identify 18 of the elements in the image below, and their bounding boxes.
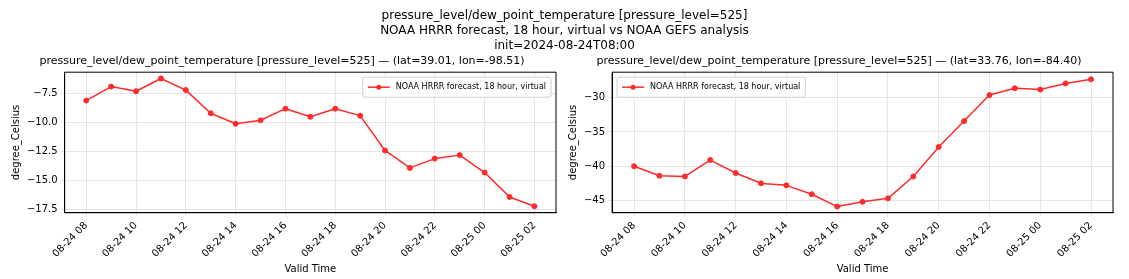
y-tick-label: −10.0: [26, 116, 58, 128]
text: pressure_level/dew_point_temperature [pressure_level=525] NOAA HRRR forecast, 18 hour, virtual vs NOAA GEFS analysis init=2024-08-24T08:00: [379, 8, 750, 53]
x-axis-title: Valid Time: [836, 262, 889, 274]
y-axis-title: degree_Celsius: [566, 104, 579, 181]
y-tick-label: −35: [583, 125, 606, 137]
y-tick-label: −45: [583, 194, 606, 205]
y-tick-label: −40: [583, 159, 606, 171]
y-tick-label: −30: [583, 91, 606, 103]
y-tick-label: −7.5: [33, 87, 58, 99]
y-tick-label: −15.0: [26, 174, 58, 186]
y-axis-title: degree_Celsius: [9, 104, 22, 181]
y-tick-label: −17.5: [26, 203, 58, 215]
legend-label: NOAA HRRR forecast, 18 hour, virtual: [650, 82, 801, 92]
x-axis-title: Valid Time: [284, 262, 337, 274]
chart-title: pressure_level/dew_point_temperature [pressure_level=525] — (lat=33.76, lon=-84.40): [596, 54, 1082, 68]
legend-label: NOAA HRRR forecast, 18 hour, virtual: [395, 82, 546, 92]
chart-title: pressure_level/dew_point_temperature [pressure_level=525] — (lat=39.01, lon=-98.51): [39, 54, 525, 68]
y-tick-label: −12.5: [26, 145, 58, 157]
